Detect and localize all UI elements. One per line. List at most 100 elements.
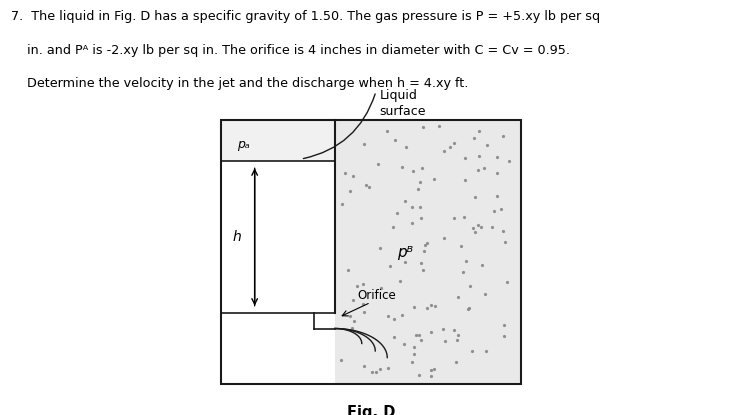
- Point: [500, 239, 512, 246]
- Point: [339, 170, 351, 176]
- Point: [394, 278, 406, 284]
- Text: Determine the velocity in the jet and the discharge when h = 4.xy ft.: Determine the velocity in the jet and th…: [11, 77, 469, 90]
- Point: [345, 313, 357, 320]
- Point: [491, 192, 503, 199]
- Point: [374, 244, 386, 251]
- Point: [351, 283, 363, 290]
- Point: [463, 304, 475, 311]
- Point: [419, 242, 431, 248]
- Point: [425, 302, 437, 308]
- Point: [466, 348, 478, 354]
- Point: [437, 326, 449, 332]
- Point: [413, 332, 425, 338]
- Point: [406, 220, 418, 227]
- Point: [472, 167, 484, 174]
- Point: [425, 328, 437, 335]
- Text: pᴮ: pᴮ: [397, 244, 413, 260]
- Point: [375, 285, 387, 291]
- Point: [473, 152, 485, 159]
- Point: [391, 210, 403, 216]
- Point: [458, 155, 470, 162]
- Point: [425, 366, 437, 373]
- Point: [398, 340, 410, 347]
- Point: [395, 164, 407, 171]
- Point: [438, 148, 450, 154]
- Point: [382, 313, 394, 320]
- Point: [335, 356, 347, 363]
- Point: [399, 198, 411, 205]
- Point: [406, 204, 418, 211]
- Point: [480, 347, 492, 354]
- Point: [357, 301, 369, 308]
- Point: [415, 215, 427, 222]
- Point: [449, 215, 461, 222]
- Text: Liquid
surface: Liquid surface: [380, 89, 426, 118]
- Point: [497, 322, 509, 329]
- Point: [413, 372, 425, 378]
- Point: [469, 229, 481, 235]
- Text: h: h: [232, 230, 241, 244]
- Point: [467, 225, 479, 232]
- Bar: [335, 120, 521, 384]
- Point: [372, 160, 383, 167]
- Point: [414, 179, 426, 186]
- Point: [386, 224, 398, 230]
- Point: [408, 351, 420, 358]
- Point: [425, 372, 437, 379]
- Point: [455, 242, 467, 249]
- Point: [336, 201, 348, 208]
- Text: pₐ: pₐ: [237, 138, 250, 151]
- Point: [396, 312, 408, 319]
- Point: [497, 132, 509, 139]
- Point: [501, 278, 513, 285]
- Bar: [221, 120, 335, 161]
- Point: [497, 227, 509, 234]
- Point: [428, 366, 440, 372]
- Point: [388, 315, 400, 322]
- Point: [342, 267, 354, 273]
- Text: in. and Pᴬ is -2.xy lb per sq in. The orifice is 4 inches in diameter with C = C: in. and Pᴬ is -2.xy lb per sq in. The or…: [11, 44, 570, 56]
- Point: [347, 296, 359, 303]
- Point: [384, 263, 396, 269]
- Point: [407, 304, 419, 311]
- Point: [370, 369, 382, 375]
- Point: [481, 142, 493, 149]
- Point: [428, 176, 440, 182]
- Point: [479, 290, 491, 297]
- Point: [488, 208, 500, 215]
- Point: [434, 123, 446, 130]
- Point: [485, 224, 497, 231]
- Point: [462, 305, 474, 312]
- Point: [464, 283, 476, 289]
- Point: [357, 281, 369, 288]
- Point: [473, 128, 485, 134]
- Point: [476, 262, 488, 269]
- Point: [449, 327, 461, 333]
- Point: [421, 239, 433, 246]
- Point: [458, 213, 470, 220]
- Point: [459, 176, 471, 183]
- Point: [344, 188, 356, 194]
- Bar: [221, 120, 521, 384]
- Point: [491, 170, 503, 176]
- Point: [360, 182, 372, 188]
- Point: [438, 235, 450, 242]
- Point: [417, 266, 429, 273]
- Point: [460, 257, 472, 264]
- Point: [348, 317, 360, 324]
- Point: [416, 337, 428, 343]
- Point: [448, 140, 460, 146]
- Point: [416, 165, 428, 171]
- Point: [416, 124, 428, 131]
- Point: [468, 135, 480, 142]
- Text: Fig. D: Fig. D: [347, 405, 395, 415]
- FancyArrowPatch shape: [303, 94, 375, 159]
- Point: [401, 144, 413, 151]
- Point: [414, 204, 426, 211]
- Point: [421, 305, 433, 312]
- Point: [419, 247, 431, 254]
- Point: [478, 165, 490, 171]
- Point: [410, 332, 422, 338]
- Point: [444, 144, 456, 150]
- Point: [457, 269, 469, 275]
